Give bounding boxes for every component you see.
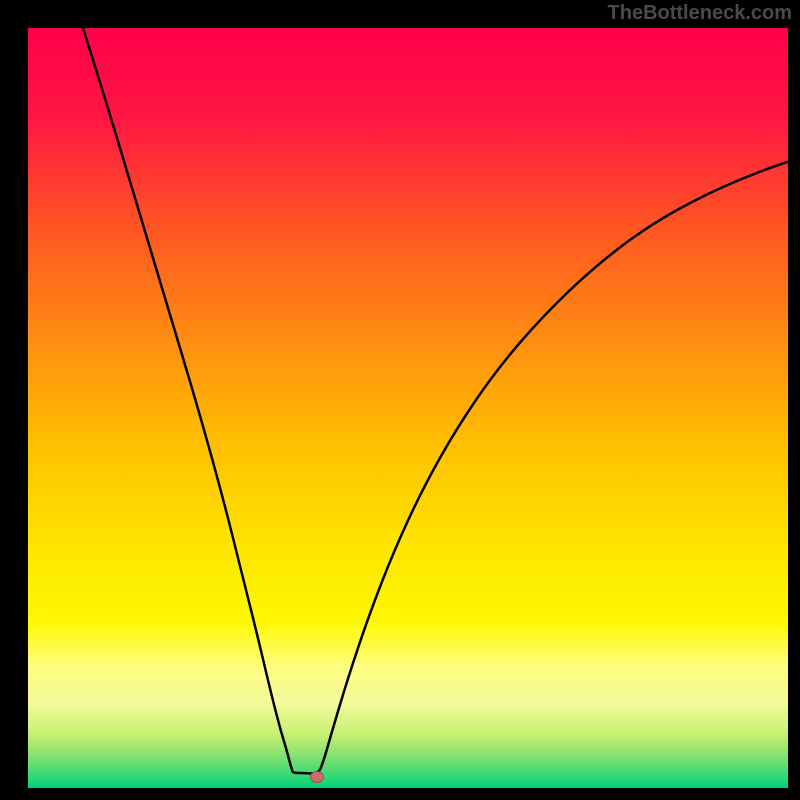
performance-curve — [28, 28, 788, 788]
watermark-text: TheBottleneck.com — [608, 2, 792, 25]
chart-container: TheBottleneck.com — [0, 0, 800, 800]
plot-area — [28, 28, 788, 788]
optimal-point-marker — [310, 771, 324, 783]
